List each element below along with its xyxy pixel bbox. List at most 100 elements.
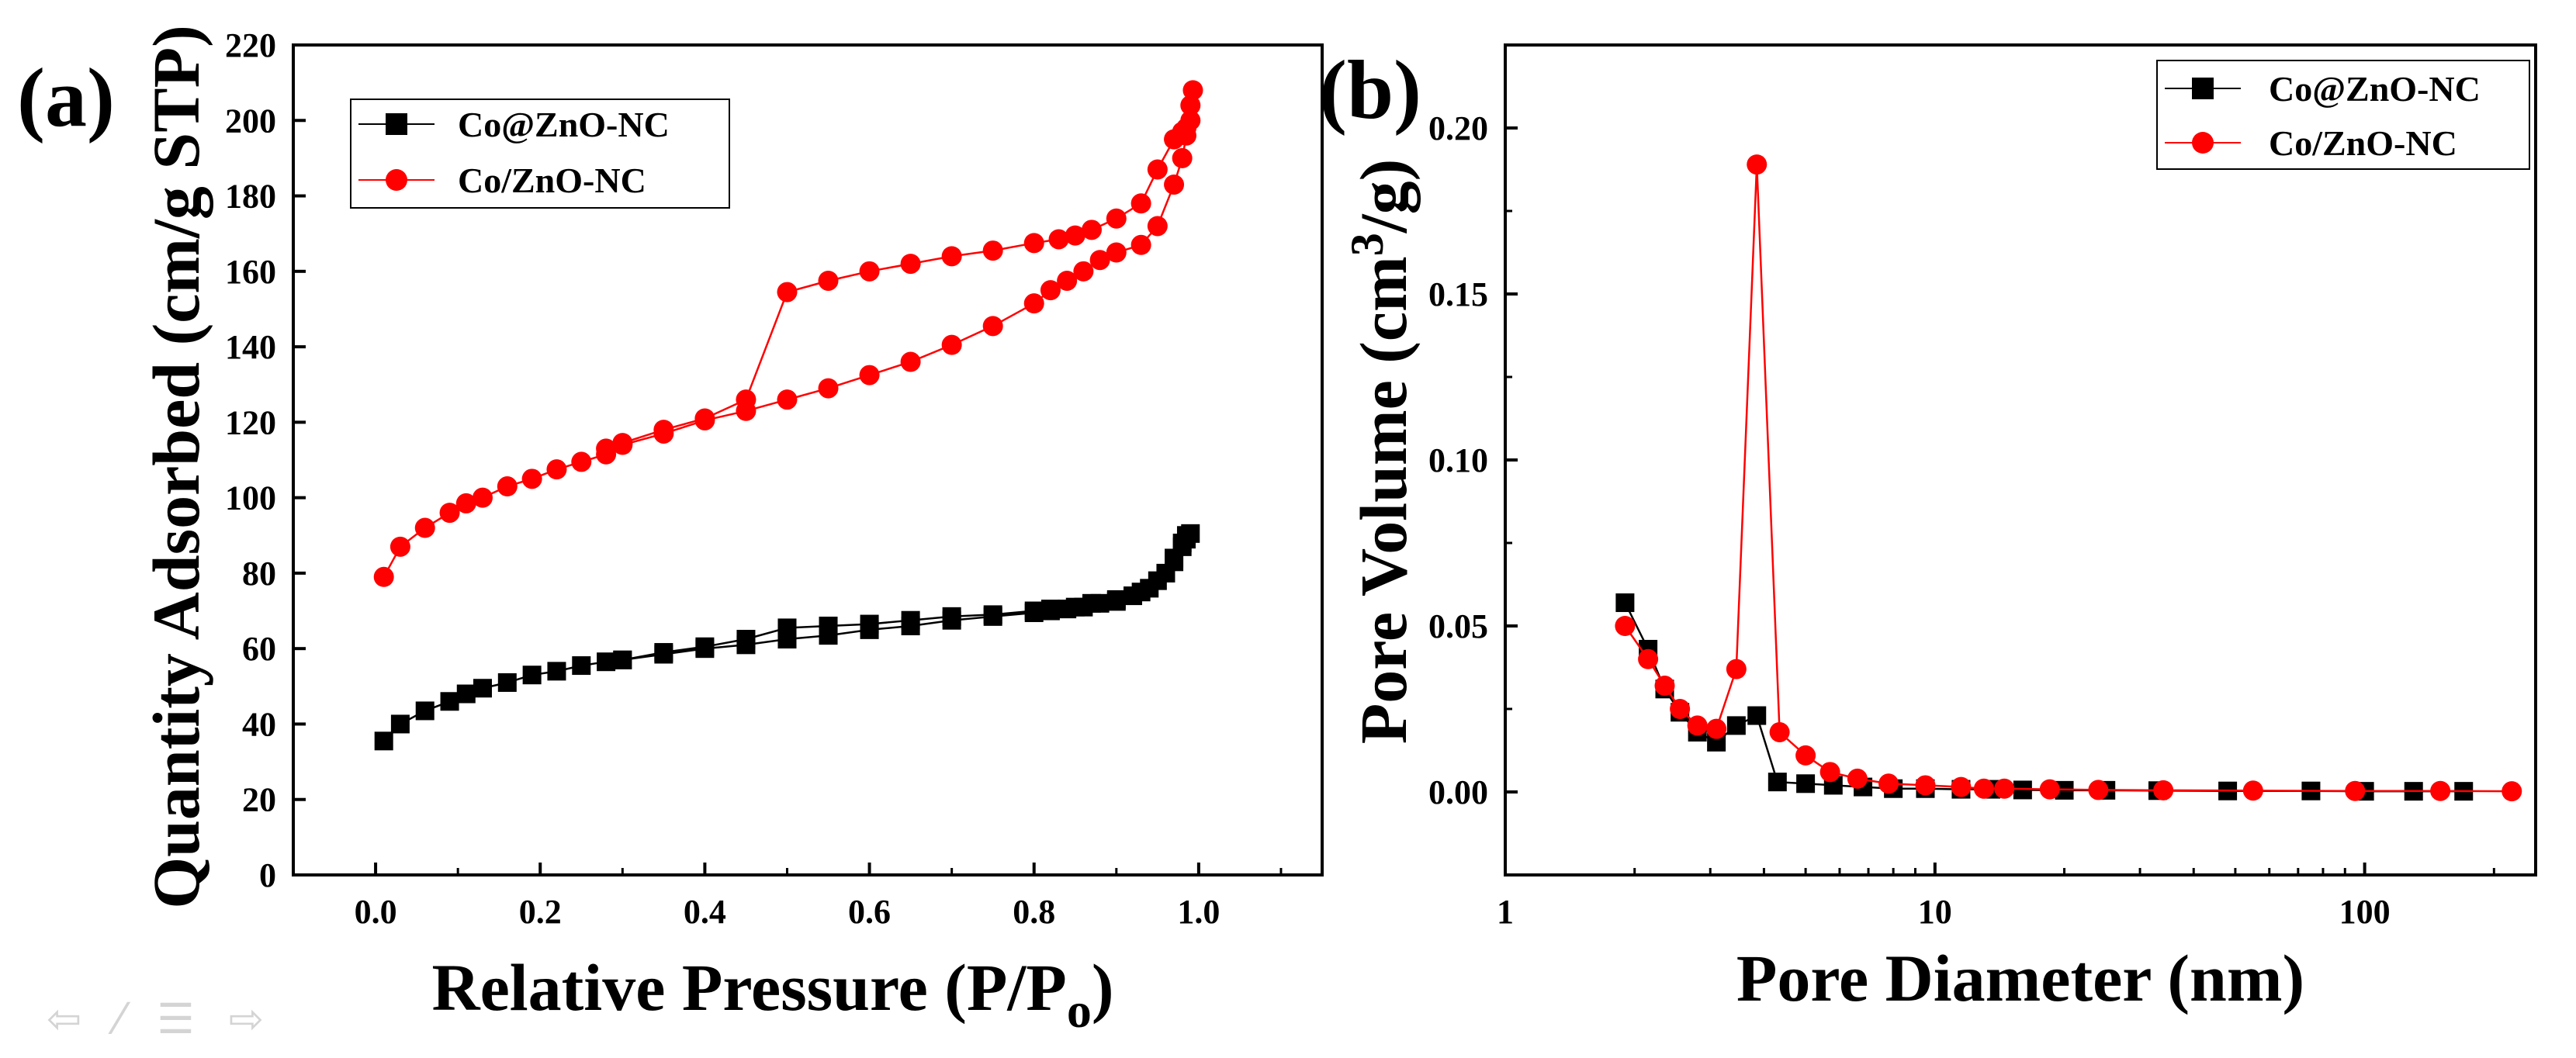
panel-b-point-co-at-zno-nc [1796, 774, 1816, 794]
panel-a-point-co-zno-nc [941, 334, 962, 355]
panel-a-y-tick-label: 180 [225, 178, 276, 216]
panel-a-point-co-at-zno-nc [819, 617, 838, 635]
panel-b-point-co-zno-nc [1638, 648, 1659, 669]
panel-a-point-co-zno-nc [521, 468, 542, 489]
panel-a-point-co-zno-nc [1172, 147, 1193, 168]
prev-arrow-icon[interactable]: ⇦ [47, 994, 82, 1043]
panel-a-point-co-zno-nc [1065, 225, 1085, 246]
legend-b-marker-co-at-zno [2192, 78, 2214, 99]
panel-a-legend: Co@ZnO-NC Co/ZnO-NC [350, 99, 730, 209]
panel-a-point-co-zno-nc [1089, 250, 1110, 271]
panel-a-point-co-at-zno-nc [1172, 534, 1192, 552]
panel-a-point-co-zno-nc [1081, 220, 1102, 240]
panel-b-x-tick-label: 1 [1497, 893, 1514, 931]
panel-a-point-co-zno-nc [859, 365, 880, 386]
panel-a-y-tick-label: 80 [242, 555, 276, 593]
panel-b-point-co-zno-nc [1819, 762, 1840, 783]
panel-a-legend-box [350, 99, 730, 209]
panel-a-point-co-zno-nc [736, 389, 757, 410]
legend-a-marker-co-at-zno [386, 113, 407, 135]
panel-b-y-title-sup: 3 [1342, 233, 1393, 256]
panel-a-point-co-at-zno-nc [1082, 593, 1101, 613]
legend-b-marker-co-zno [2192, 132, 2214, 154]
panel-b-point-co-zno-nc [1795, 745, 1816, 766]
panel-a-point-co-at-zno-nc [572, 656, 591, 676]
slide-nav: ⇦ ⁄ ☰ ⇨ [47, 994, 264, 1043]
panel-a-point-co-zno-nc [596, 438, 617, 459]
panel-b-point-co-at-zno-nc [1747, 706, 1767, 725]
menu-icon[interactable]: ☰ [157, 994, 195, 1043]
panel-a-x-title-sub: o [1067, 983, 1092, 1038]
panel-a-point-co-at-zno-nc [777, 618, 797, 638]
panel-a-point-co-at-zno-nc [390, 714, 410, 734]
panel-a-x-tick-label: 0.4 [684, 893, 726, 931]
panel-a-point-co-zno-nc [1106, 208, 1127, 229]
panel-a-point-co-zno-nc [414, 517, 435, 538]
panel-a-point-co-zno-nc [546, 459, 567, 480]
panel-b-point-co-zno-nc [1687, 715, 1708, 736]
panel-a-isotherm: (a) 0.0 0.2 0.4 0.6 0.8 1.0 0 20 40 60 80 100 120 140… [17, 25, 1324, 1038]
panel-a-point-co-at-zno-nc [1106, 590, 1126, 609]
panel-a-point-co-at-zno-nc [547, 662, 566, 681]
panel-a-x-axis-title: Relative Pressure (P/Po) [432, 950, 1114, 1038]
pen-icon[interactable]: ⁄ [116, 994, 123, 1043]
panel-a-point-co-zno-nc [1182, 80, 1203, 101]
panel-a-y-tick-label: 120 [225, 403, 276, 441]
panel-b-x-tick-label: 10 [1918, 893, 1952, 931]
panel-b-y-tick-label: 0.15 [1428, 275, 1488, 313]
panel-a-point-co-zno-nc [1073, 261, 1094, 282]
panel-a-y-axis-title: Quantity Adsorbed (cm/g STP) [139, 25, 213, 909]
next-arrow-icon[interactable]: ⇨ [228, 994, 264, 1043]
panel-b-point-co-at-zno-nc [1615, 593, 1635, 613]
panel-a-point-co-zno-nc [653, 420, 674, 441]
panel-a-point-co-zno-nc [818, 378, 839, 399]
panel-b-point-co-zno-nc [2345, 780, 2366, 801]
legend-a-label-co-zno: Co/ZnO-NC [458, 161, 646, 200]
panel-a-point-co-zno-nc [1040, 280, 1061, 301]
panel-b-point-co-zno-nc [1615, 616, 1636, 636]
panel-a-point-co-zno-nc [1164, 129, 1185, 150]
panel-b-y-tick-label: 0.05 [1428, 607, 1488, 645]
panel-a-point-co-zno-nc [900, 254, 921, 275]
panel-b-pore-distribution: (b) 1 10 100 0.00 0.05 0.10 0.15 0.20 Co@ZnO-NC… [1319, 43, 2537, 1015]
panel-a-y-tick-label: 60 [242, 630, 276, 668]
panel-a-y-tick-label: 100 [225, 479, 276, 517]
panel-a-point-co-zno-nc [1023, 233, 1044, 254]
panel-a-point-co-at-zno-nc [1040, 600, 1060, 619]
panel-b-label: (b) [1319, 44, 1421, 137]
panel-a-point-co-zno-nc [1180, 95, 1201, 116]
panel-b-point-co-zno-nc [2153, 780, 2174, 800]
panel-a-series [373, 80, 1203, 751]
panel-a-point-co-at-zno-nc [440, 692, 459, 711]
panel-b-point-co-zno-nc [1747, 154, 1768, 175]
panel-b-point-co-zno-nc [1706, 718, 1727, 739]
panel-b-point-co-at-zno-nc [1726, 716, 1746, 735]
panel-b-y-title-main: Pore Volume (cm [1346, 256, 1421, 744]
panel-b-point-co-zno-nc [1915, 775, 1936, 796]
panel-b-point-co-zno-nc [2242, 780, 2263, 801]
panel-b-point-co-zno-nc [1847, 768, 1868, 789]
panel-a-point-co-at-zno-nc [522, 666, 542, 685]
panel-a-y-tick-label: 0 [259, 856, 276, 894]
panel-b-point-co-zno-nc [1654, 676, 1675, 697]
panel-a-point-co-zno-nc [859, 261, 880, 282]
panel-a-point-co-at-zno-nc [654, 643, 673, 662]
panel-a-plot-frame [292, 43, 1324, 876]
panel-a-point-co-zno-nc [941, 246, 962, 267]
panel-a-point-co-at-zno-nc [942, 607, 961, 626]
panel-a-point-co-at-zno-nc [415, 701, 435, 721]
panel-a-point-co-at-zno-nc [597, 652, 616, 672]
panel-a-point-co-at-zno-nc [983, 605, 1002, 624]
panel-a-point-co-zno-nc [818, 270, 839, 291]
panel-b-point-co-zno-nc [1973, 778, 1994, 799]
panel-a-point-co-zno-nc [982, 240, 1003, 261]
panel-a-point-co-zno-nc [1023, 293, 1044, 314]
panel-a-point-co-zno-nc [439, 503, 460, 524]
panel-b-point-co-zno-nc [1670, 699, 1691, 719]
panel-a-point-co-at-zno-nc [613, 650, 632, 669]
panel-a-y-tick-label: 160 [225, 253, 276, 291]
panel-b-point-co-at-zno-nc [1768, 773, 1787, 792]
panel-b-y-tick-label: 0.10 [1428, 441, 1488, 479]
legend-b-label-co-zno: Co/ZnO-NC [2269, 123, 2457, 163]
panel-b-x-tick-label: 100 [2339, 893, 2391, 931]
